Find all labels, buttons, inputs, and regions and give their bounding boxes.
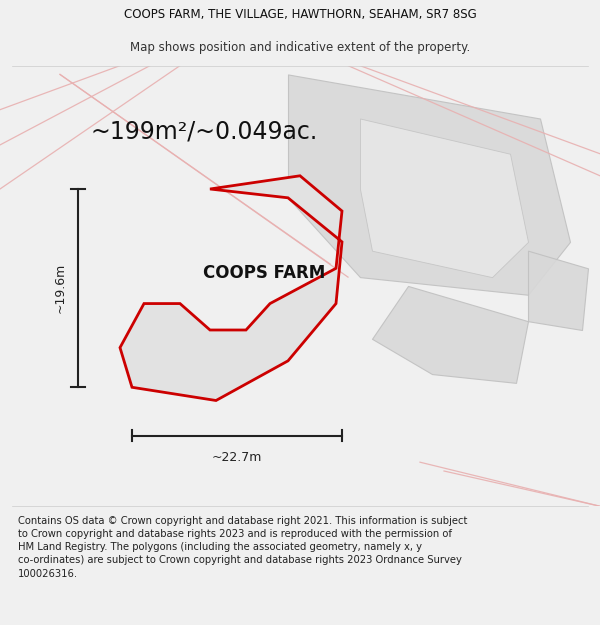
Text: COOPS FARM, THE VILLAGE, HAWTHORN, SEAHAM, SR7 8SG: COOPS FARM, THE VILLAGE, HAWTHORN, SEAHA…: [124, 8, 476, 21]
Text: ~19.6m: ~19.6m: [53, 263, 67, 313]
Text: COOPS FARM: COOPS FARM: [203, 264, 325, 282]
Polygon shape: [120, 176, 342, 401]
Text: ~199m²/~0.049ac.: ~199m²/~0.049ac.: [91, 120, 317, 144]
Text: Contains OS data © Crown copyright and database right 2021. This information is : Contains OS data © Crown copyright and d…: [18, 516, 467, 579]
Text: Map shows position and indicative extent of the property.: Map shows position and indicative extent…: [130, 41, 470, 54]
Text: ~22.7m: ~22.7m: [212, 451, 262, 464]
